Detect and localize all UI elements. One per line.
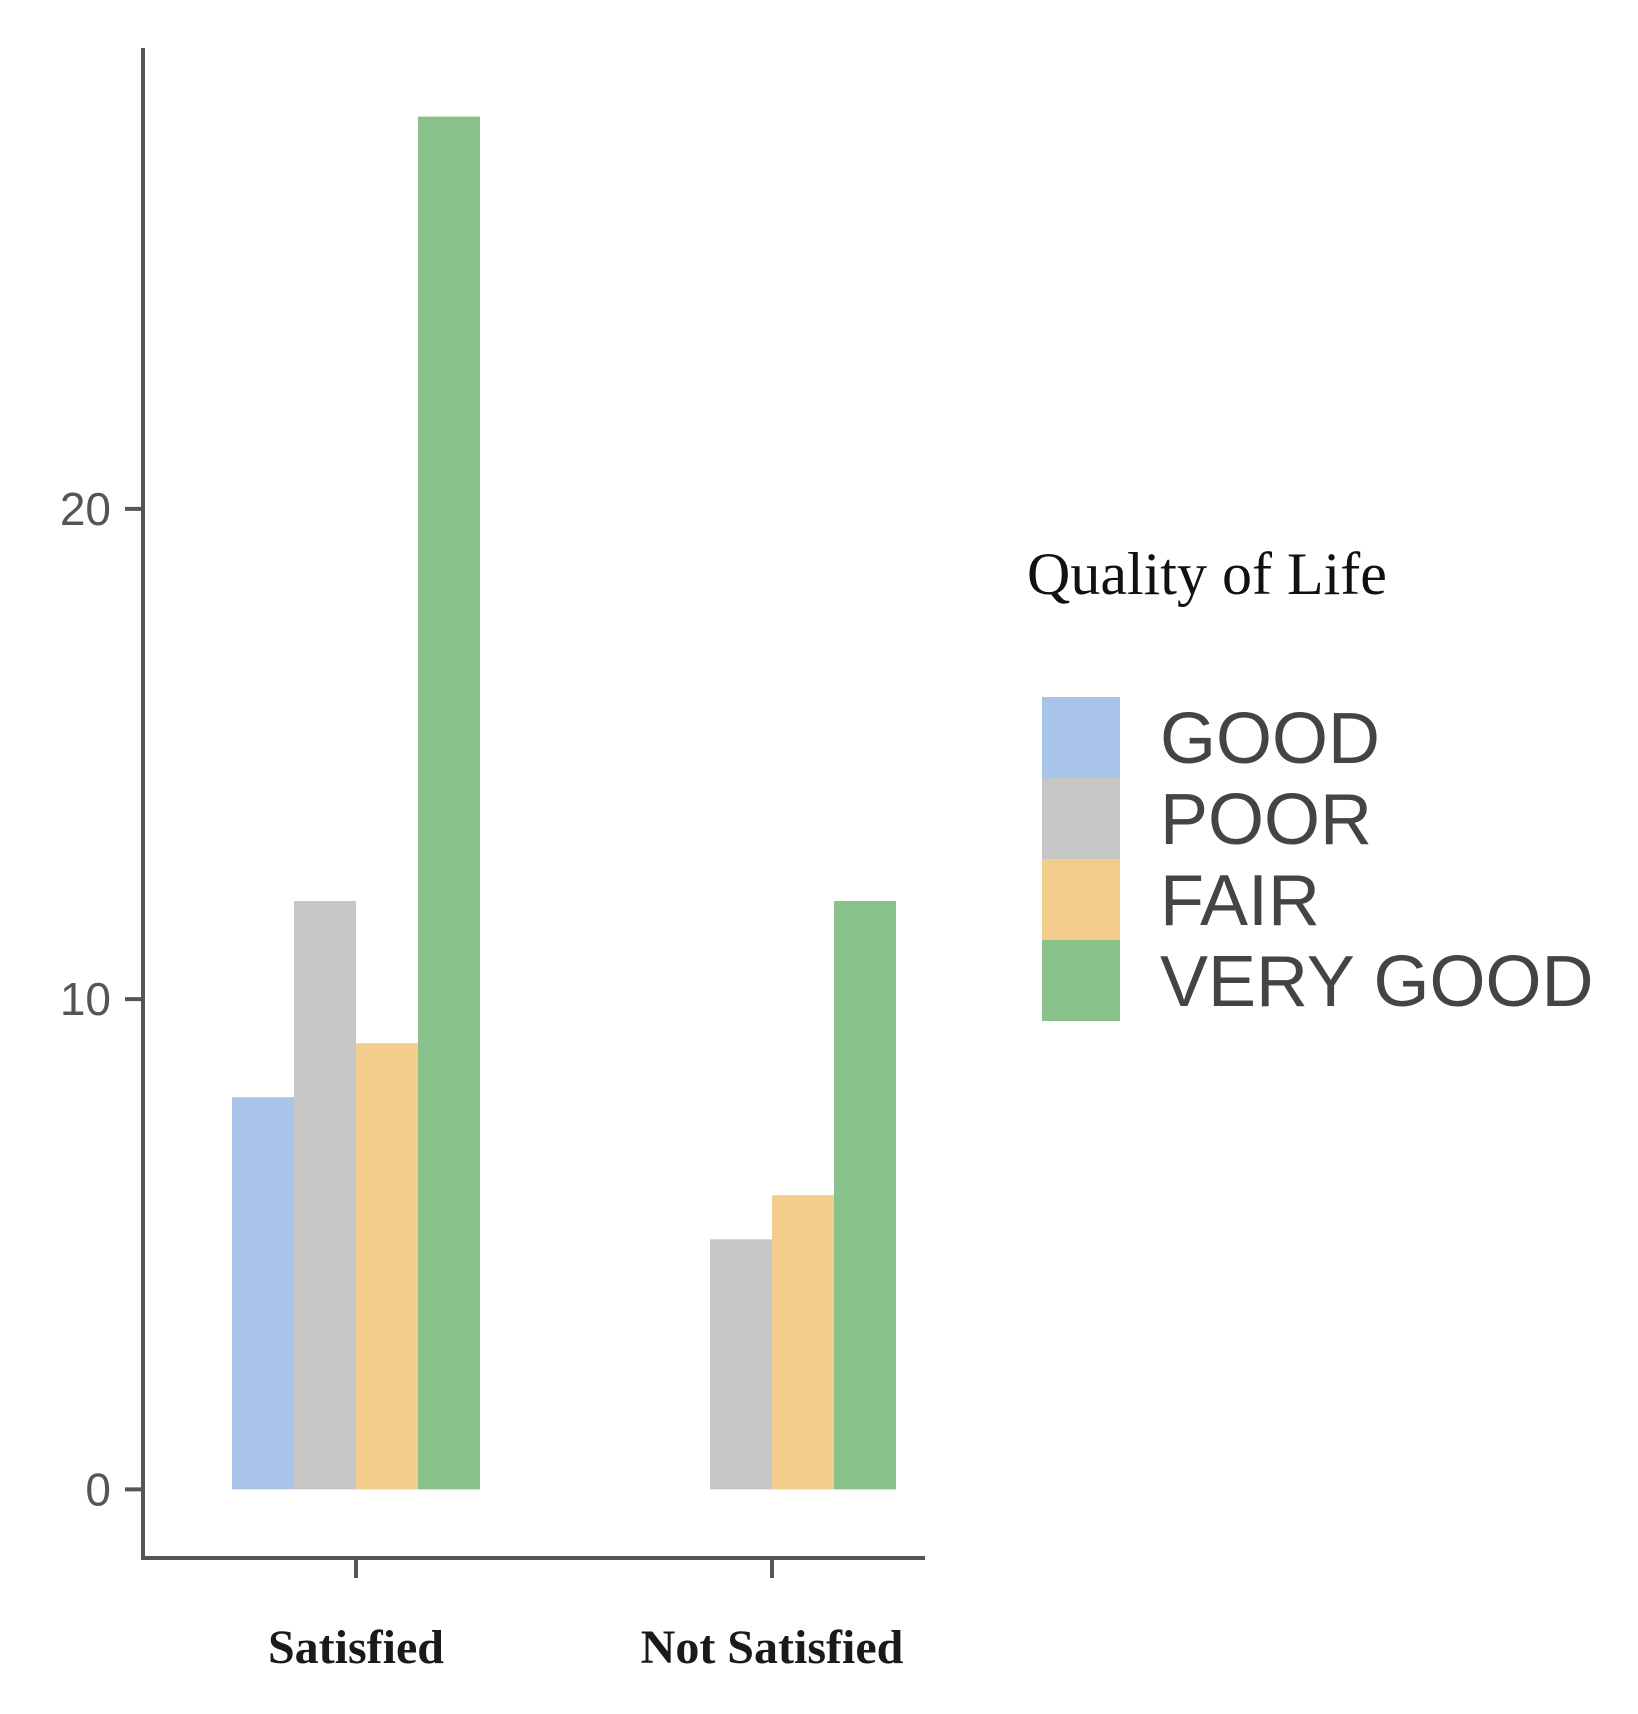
bar-not-satisfied-fair (772, 1195, 834, 1490)
bar-satisfied-good (232, 1097, 294, 1490)
bar-satisfied-poor (294, 901, 356, 1490)
legend-swatch-poor (1042, 778, 1120, 859)
y-tick-label: 0 (85, 1463, 111, 1515)
legend-label-fair: FAIR (1160, 861, 1320, 941)
x-category-label: Satisfied (268, 1621, 444, 1674)
y-tick-label: 20 (60, 483, 111, 535)
bar-satisfied-very-good (418, 116, 480, 1490)
legend-label-good: GOOD (1160, 699, 1380, 779)
legend-title: Quality of Life (1027, 541, 1387, 607)
bars-group (232, 116, 896, 1490)
x-ticks-group: Satisfied Not Satisfied (268, 1558, 904, 1674)
legend-label-very-good: VERY GOOD (1160, 942, 1593, 1022)
y-ticks-group: 0 10 20 (60, 483, 143, 1515)
legend-swatch-good (1042, 697, 1120, 778)
legend-swatch-very-good (1042, 940, 1120, 1021)
legend: Quality of Life GOOD POOR FAIR VERY GOOD (1027, 541, 1593, 1022)
bar-satisfied-fair (356, 1043, 418, 1490)
y-tick-label: 10 (60, 973, 111, 1025)
legend-swatch-fair (1042, 859, 1120, 940)
legend-label-poor: POOR (1160, 780, 1372, 860)
x-category-label: Not Satisfied (641, 1621, 904, 1674)
bar-not-satisfied-very-good (834, 901, 896, 1490)
bar-not-satisfied-poor (710, 1239, 772, 1490)
